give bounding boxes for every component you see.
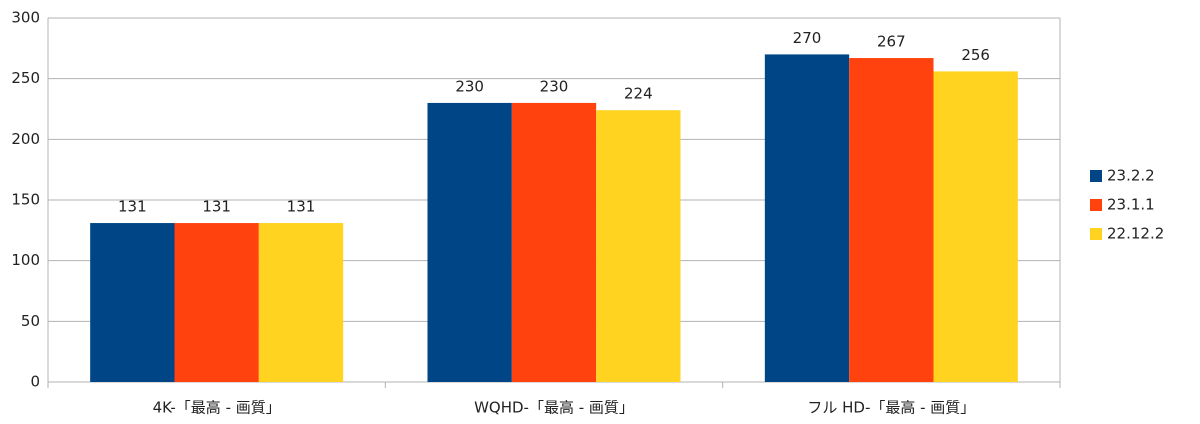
- y-tick-label: 300: [11, 9, 40, 27]
- data-label: 131: [287, 198, 316, 216]
- legend-swatch: [1090, 170, 1102, 182]
- bar: [174, 223, 259, 382]
- y-tick-label: 50: [21, 312, 40, 330]
- y-tick-label: 0: [30, 373, 40, 391]
- data-label: 267: [877, 33, 906, 51]
- legend-swatch: [1090, 228, 1102, 240]
- y-tick-label: 100: [11, 251, 40, 269]
- legend-swatch: [1090, 199, 1102, 211]
- data-label: 270: [793, 29, 822, 47]
- bar: [90, 223, 175, 382]
- y-tick-label: 200: [11, 130, 40, 148]
- data-label: 224: [624, 85, 653, 103]
- legend-label: 22.12.2: [1107, 225, 1164, 243]
- bar: [933, 71, 1018, 383]
- bar: [258, 223, 344, 382]
- y-tick-label: 150: [11, 191, 40, 209]
- bar: [511, 102, 597, 382]
- legend-label: 23.1.1: [1107, 196, 1155, 214]
- x-tick-label: WQHD-「最高 - 画質」: [474, 399, 634, 417]
- data-label: 131: [202, 198, 231, 216]
- data-label: 230: [455, 77, 484, 95]
- legend-label: 23.2.2: [1107, 167, 1155, 185]
- x-tick-label: フル HD-「最高 - 画質」: [807, 399, 975, 417]
- bar: [427, 102, 512, 382]
- y-tick-label: 250: [11, 69, 40, 87]
- data-label: 256: [961, 46, 990, 64]
- bar: [596, 110, 681, 383]
- data-label: 131: [118, 198, 147, 216]
- data-label: 230: [540, 77, 569, 95]
- x-tick-label: 4K-「最高 - 画質」: [153, 399, 281, 417]
- bar: [849, 58, 934, 382]
- bar: [764, 54, 850, 383]
